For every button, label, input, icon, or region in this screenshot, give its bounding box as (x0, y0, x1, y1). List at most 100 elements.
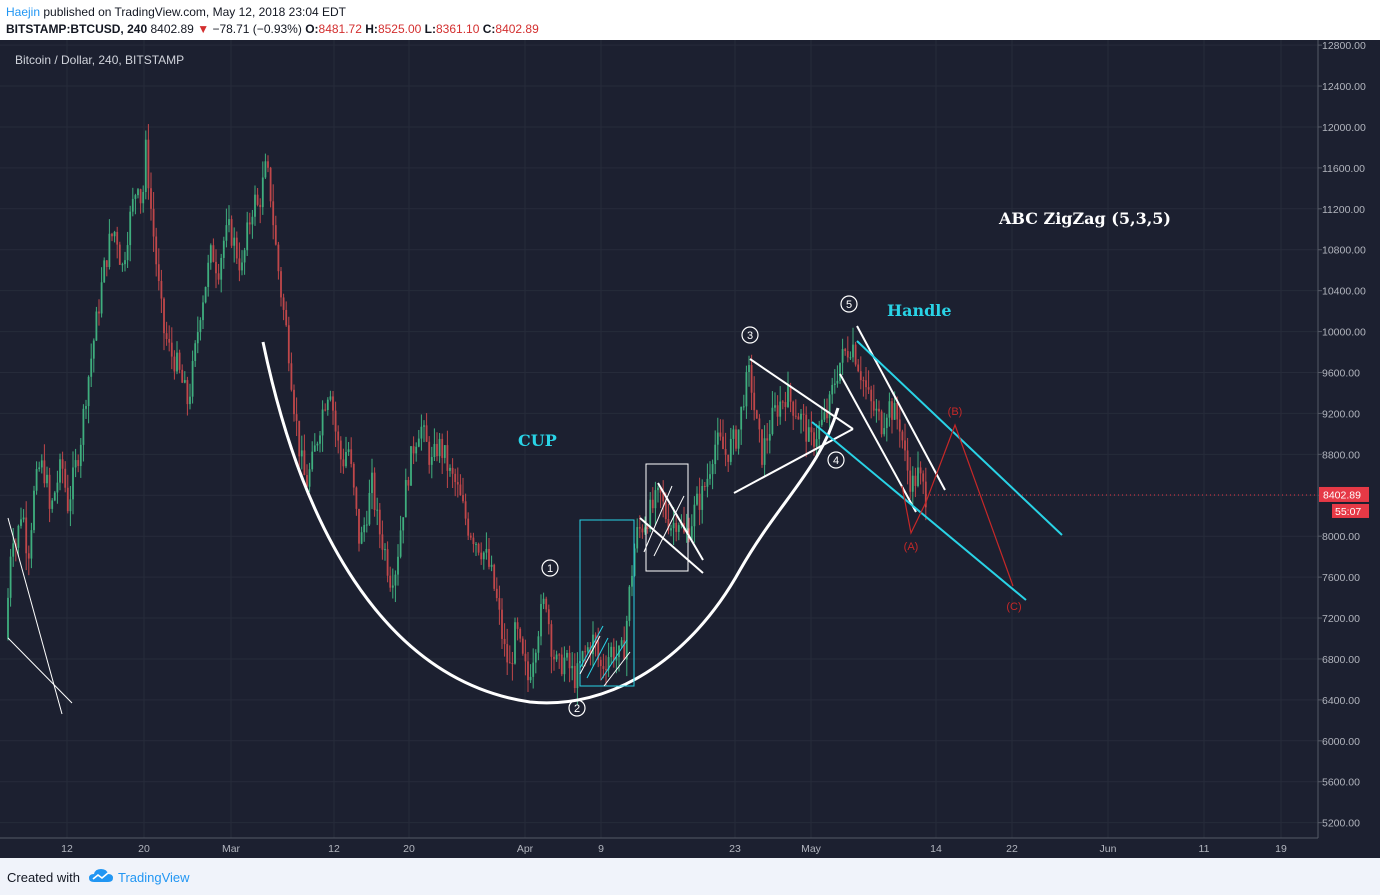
candle-body (576, 663, 579, 689)
candle-body (623, 640, 626, 660)
candle-body (807, 427, 810, 442)
candle-body (319, 435, 321, 444)
handle-line (839, 373, 917, 513)
candle-body (256, 194, 259, 205)
candle-body (378, 509, 381, 535)
candle-body (243, 250, 246, 263)
tradingview-link[interactable]: TradingView (118, 870, 190, 885)
candle-body (644, 527, 646, 533)
candle-body (147, 139, 150, 189)
author-link[interactable]: Haejin (6, 5, 41, 19)
candle-body (758, 418, 761, 430)
candle-body (246, 222, 249, 251)
candle-body (228, 219, 230, 226)
candle-body (649, 499, 652, 530)
candle-body (638, 527, 641, 529)
candle-body (914, 475, 917, 486)
triangle-line (749, 358, 854, 430)
candle-body (204, 286, 207, 303)
candle-body (20, 519, 22, 526)
candle-body (230, 219, 233, 246)
candle-body (420, 426, 423, 439)
candle-body (360, 532, 363, 544)
wave-label: 4 (833, 455, 839, 467)
price-tick-label: 5600.00 (1322, 777, 1360, 789)
candle-body (142, 192, 145, 204)
candle-body (875, 408, 878, 411)
candle-body (659, 487, 662, 493)
triangle-line (643, 485, 673, 553)
chart-header: Haejin published on TradingView.com, May… (0, 0, 1380, 40)
candle-body (144, 139, 147, 193)
candle-body (688, 528, 691, 540)
candle-body (651, 499, 654, 509)
candle-body (72, 467, 74, 500)
candle-body (503, 638, 506, 645)
wave-label: 2 (574, 703, 580, 715)
candle-body (888, 401, 891, 418)
candle-body (56, 482, 59, 493)
candle-body (443, 445, 446, 458)
candle-body (7, 597, 9, 639)
candle-body (381, 534, 384, 550)
candle-body (849, 357, 852, 359)
candle-body (199, 320, 202, 333)
countdown-tag-text: 55:07 (1335, 506, 1361, 518)
candle-body (597, 641, 600, 660)
handle-channel (811, 421, 1027, 601)
candle-body (779, 401, 782, 417)
candle-body (896, 402, 899, 420)
candle-body (615, 657, 618, 661)
candle-body (813, 432, 815, 447)
chart-area[interactable]: 1 2 3 4 5 (A) (B) (C) CUP Handle ABC ZigZag (5,3,5… (0, 40, 1380, 858)
candle-body (501, 609, 503, 639)
open-label: O: (305, 22, 319, 36)
channel-line (603, 651, 631, 687)
candle-body (537, 636, 540, 653)
chart-background (0, 40, 1380, 858)
cyan-box (579, 519, 635, 687)
time-tick-label: 12 (61, 843, 73, 855)
time-tick-label: 9 (598, 843, 604, 855)
time-axis[interactable]: 12 20 Mar 12 20 Apr 9 23 May 14 22 Jun 11 19 (0, 837, 1380, 858)
candle-body (495, 588, 498, 599)
candle-body (449, 467, 451, 471)
candle-body (454, 473, 457, 483)
candle-body (238, 258, 241, 271)
candle-body (118, 244, 121, 265)
candle-body (433, 443, 436, 458)
candle-body (532, 662, 535, 677)
candle-body (670, 528, 672, 531)
channel-line (600, 639, 628, 681)
candle-body (506, 644, 509, 663)
candle-body (472, 537, 475, 545)
price-axis[interactable]: 5200.00 5600.00 6000.00 6400.00 6800.00 7200.… (1317, 40, 1380, 858)
candle-body (368, 492, 371, 525)
candle-body (529, 676, 532, 681)
abc-label: (C) (1006, 601, 1021, 613)
candle-body (880, 411, 883, 435)
candle-body (74, 460, 77, 468)
candle-body (729, 438, 732, 462)
candle-body (417, 438, 420, 447)
candle-body (706, 478, 709, 487)
candle-body (59, 459, 61, 483)
candle-body (594, 634, 597, 642)
candle-body (742, 406, 745, 408)
candle-body (826, 412, 828, 419)
candle-body (482, 552, 485, 560)
candle-body (248, 222, 251, 225)
chart-title: Bitcoin / Dollar, 240, BITSTAMP (15, 53, 184, 67)
candle-body (212, 245, 215, 262)
candle-body (300, 450, 303, 457)
candle-body (423, 425, 425, 427)
abc-path (901, 423, 1014, 587)
candle-body (33, 490, 35, 531)
candle-body (776, 405, 779, 417)
candle-body (610, 646, 613, 658)
candle-body (202, 302, 204, 321)
time-tick-label: 20 (138, 843, 150, 855)
candle-body (90, 358, 93, 377)
candle-body (394, 574, 397, 586)
